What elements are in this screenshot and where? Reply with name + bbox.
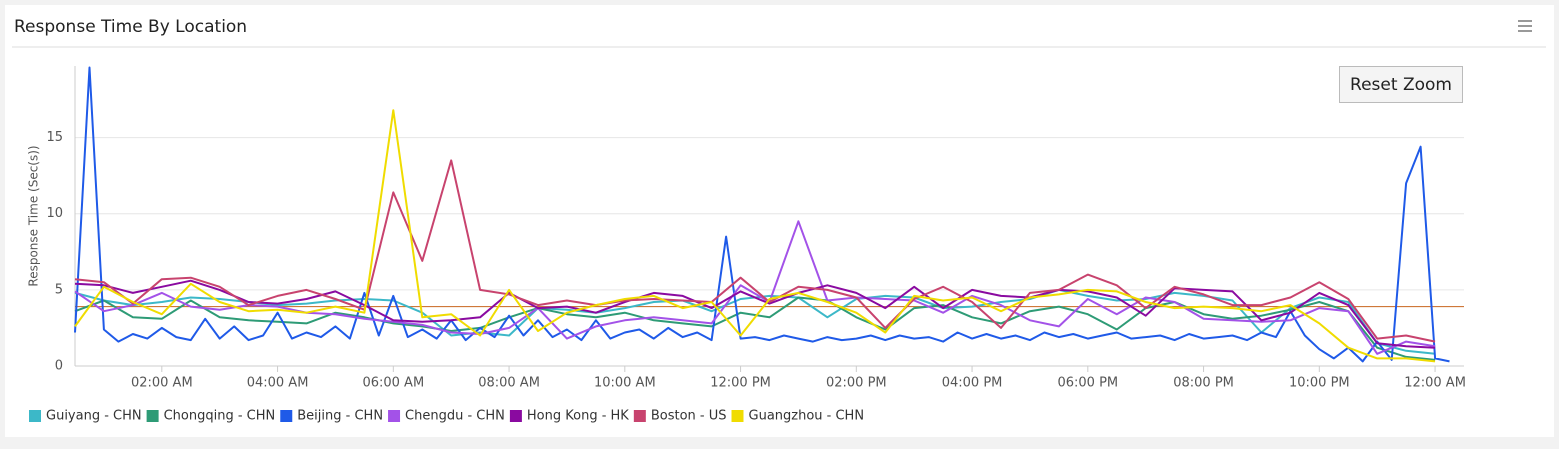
- legend-label: Boston - US: [651, 409, 727, 424]
- x-tick-label: 10:00 PM: [1289, 376, 1350, 391]
- y-tick-label: 15: [46, 130, 63, 145]
- x-tick-label: 06:00 AM: [362, 376, 424, 391]
- legend-label: Hong Kong - HK: [527, 409, 629, 424]
- legend-label: Guiyang - CHN: [46, 409, 142, 424]
- y-tick-label: 0: [55, 359, 63, 374]
- x-tick-label: 12:00 PM: [710, 376, 771, 391]
- x-tick-label: 02:00 AM: [131, 376, 193, 391]
- x-tick-label: 06:00 PM: [1057, 376, 1118, 391]
- legend-label: Guangzhou - CHN: [749, 409, 865, 424]
- series-line: [74, 66, 1450, 363]
- legend-swatch: [29, 410, 41, 422]
- legend-label: Chongqing - CHN: [164, 409, 276, 424]
- y-tick-label: 5: [55, 282, 63, 297]
- y-axis-title: Response Time (Sec(s)): [27, 145, 41, 286]
- x-tick-label: 12:00 AM: [1404, 376, 1466, 391]
- series-line: [74, 109, 1436, 363]
- x-tick-label: 08:00 AM: [478, 376, 540, 391]
- legend-swatch: [280, 410, 293, 422]
- legend-swatch: [388, 410, 401, 422]
- menu-icon[interactable]: [1518, 20, 1532, 32]
- series-line: [74, 296, 1436, 361]
- legend-label: Chengdu - CHN: [405, 409, 505, 424]
- legend-swatch: [731, 410, 744, 422]
- x-tick-label: 04:00 AM: [247, 376, 309, 391]
- legend-swatch: [633, 410, 646, 422]
- legend-swatch: [146, 410, 159, 422]
- x-tick-label: 10:00 AM: [594, 376, 656, 391]
- legend-swatch: [509, 410, 522, 422]
- series-line: [74, 159, 1436, 343]
- y-tick-label: 10: [46, 206, 63, 221]
- legend-label: Beijing - CHN: [297, 409, 383, 424]
- x-tick-label: 02:00 PM: [826, 376, 887, 391]
- panel: [5, 5, 1554, 437]
- series-line: [74, 279, 1436, 349]
- chart-title: Response Time By Location: [14, 17, 247, 37]
- reset-zoom-button[interactable]: Reset Zoom: [1339, 66, 1463, 103]
- x-tick-label: 04:00 PM: [942, 376, 1003, 391]
- x-tick-label: 08:00 PM: [1173, 376, 1234, 391]
